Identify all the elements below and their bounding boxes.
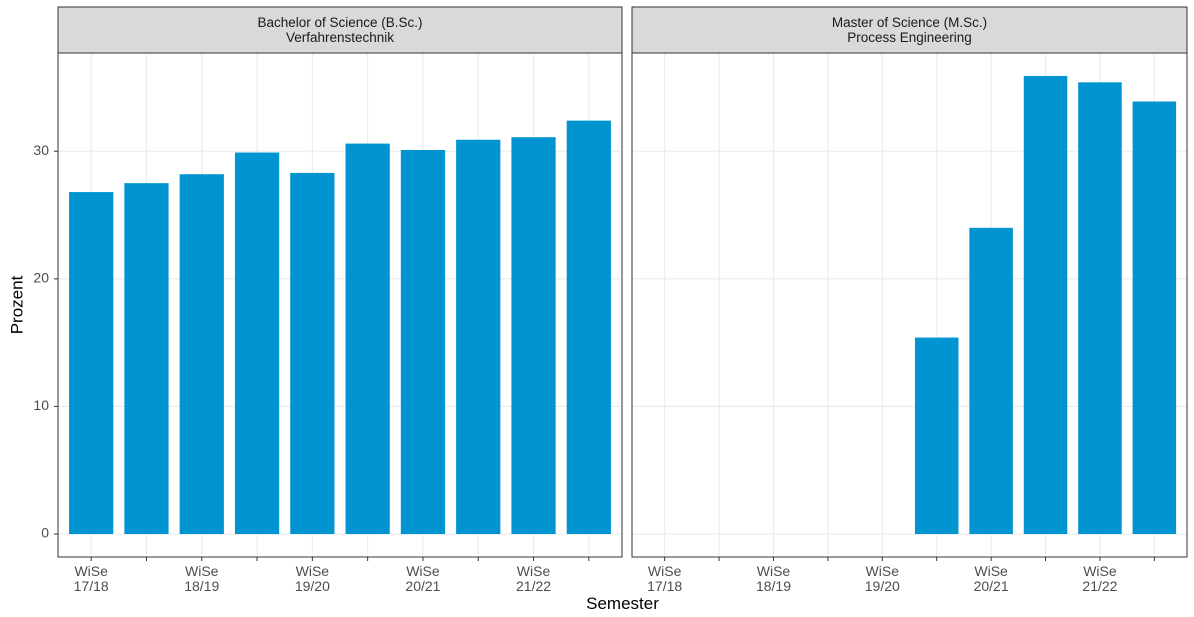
x-tick-label: WiSe 17/18 — [647, 563, 683, 594]
x-tick-label: WiSe 20/21 — [405, 563, 441, 594]
x-tick-label: WiSe 17/18 — [73, 563, 109, 594]
bar — [1023, 75, 1068, 535]
strip — [631, 6, 1188, 54]
x-tick-label: WiSe 19/20 — [294, 563, 330, 594]
strip-title: Master of Science (M.Sc.) Process Engine… — [831, 15, 988, 45]
bar — [345, 143, 390, 535]
bar — [969, 227, 1013, 535]
bar — [914, 337, 959, 535]
bar — [234, 152, 280, 535]
y-tick-label: 10 — [33, 397, 49, 413]
bar — [1078, 82, 1122, 535]
x-tick-label: WiSe 19/20 — [864, 563, 900, 594]
bar — [290, 172, 335, 535]
y-tick-label: 30 — [33, 142, 49, 158]
bar — [400, 149, 446, 535]
bar — [179, 174, 224, 535]
x-axis-title: Semester — [586, 594, 659, 613]
bar — [456, 139, 501, 535]
y-tick-label: 0 — [41, 525, 49, 541]
x-tick-label: WiSe 20/21 — [973, 563, 1009, 594]
bar — [511, 137, 556, 535]
x-tick-label: WiSe 18/19 — [184, 563, 220, 594]
y-tick-label: 20 — [33, 270, 49, 286]
x-tick-label: WiSe 21/22 — [1082, 563, 1118, 594]
bar — [1132, 101, 1177, 535]
strip — [57, 6, 623, 54]
bar — [69, 192, 114, 535]
y-axis-title: Prozent — [7, 275, 26, 334]
x-tick-label: WiSe 18/19 — [755, 563, 791, 594]
bar — [566, 120, 611, 535]
strip-title: Bachelor of Science (B.Sc.) Verfahrenste… — [257, 15, 423, 45]
x-tick-label: WiSe 21/22 — [515, 563, 552, 594]
bar — [124, 183, 169, 535]
